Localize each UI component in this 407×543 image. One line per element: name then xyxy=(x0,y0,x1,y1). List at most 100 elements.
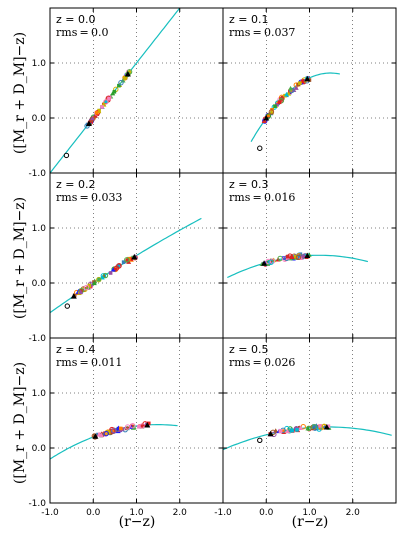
data-point xyxy=(124,257,130,263)
data-point xyxy=(91,280,97,286)
data-point xyxy=(94,110,99,115)
x-tick-label: 1.0 xyxy=(129,508,144,518)
data-point xyxy=(293,85,299,90)
data-point xyxy=(137,424,141,429)
data-point xyxy=(289,89,293,93)
panel-z-label: z = 0.0 xyxy=(56,13,95,26)
panel-z-label: z = 0.4 xyxy=(56,343,95,356)
data-point xyxy=(103,430,109,437)
data-point xyxy=(281,95,285,100)
data-point xyxy=(268,259,274,265)
panel-rms-label: rms = 0.026 xyxy=(229,356,295,369)
end-marker xyxy=(144,421,151,428)
x-tick-label: 2.0 xyxy=(346,508,361,518)
data-point xyxy=(306,425,312,432)
panel-rms-label: rms = 0.0 xyxy=(56,26,108,39)
x-tick-label: 2.0 xyxy=(173,508,188,518)
data-point xyxy=(111,428,116,432)
data-point xyxy=(268,109,275,115)
data-point xyxy=(111,427,117,434)
data-point xyxy=(326,424,331,429)
data-point xyxy=(311,424,317,430)
end-marker xyxy=(261,260,268,266)
data-point xyxy=(284,91,290,97)
data-point xyxy=(277,100,282,105)
panel-rms-label: rms = 0.011 xyxy=(56,356,122,369)
x-tick-label: -1.0 xyxy=(214,508,232,518)
data-point xyxy=(288,253,294,259)
outlier-point xyxy=(63,152,70,159)
data-point xyxy=(312,424,316,428)
data-point xyxy=(282,256,286,260)
data-point xyxy=(92,113,98,118)
data-point xyxy=(123,75,128,80)
x-tick-label: 0.0 xyxy=(86,508,101,518)
x-axis-label-right: (r−z) xyxy=(292,514,329,530)
data-point xyxy=(108,431,113,435)
end-marker xyxy=(70,293,77,299)
data-point xyxy=(297,254,302,259)
data-point xyxy=(102,272,109,279)
data-point xyxy=(98,432,104,438)
panel-rms-label: rms = 0.016 xyxy=(229,191,295,204)
end-marker xyxy=(124,71,131,77)
data-point xyxy=(113,265,120,271)
data-point xyxy=(120,77,126,83)
data-point xyxy=(284,428,290,434)
data-point xyxy=(112,89,117,94)
data-point xyxy=(118,80,124,86)
data-point xyxy=(264,261,268,266)
data-point xyxy=(120,427,125,431)
end-marker xyxy=(92,433,99,439)
y-axis-label-row-2: ([M_r + D_M]−z) xyxy=(12,197,28,319)
data-point xyxy=(125,426,129,431)
data-point xyxy=(90,115,96,121)
y-tick-label: 0.0 xyxy=(32,114,47,124)
data-point xyxy=(298,81,302,85)
end-marker xyxy=(304,252,311,259)
y-tick-label: 0.0 xyxy=(32,444,47,454)
data-point xyxy=(87,283,92,288)
data-point xyxy=(121,260,126,264)
data-point xyxy=(96,276,102,283)
end-marker xyxy=(85,120,92,126)
data-point xyxy=(107,96,111,101)
outlier-point xyxy=(64,303,71,309)
data-point xyxy=(106,430,111,435)
end-marker xyxy=(263,115,270,121)
data-point xyxy=(298,425,304,430)
data-point xyxy=(273,428,279,433)
data-point xyxy=(100,105,104,109)
x-axis-label-left: (r−z) xyxy=(119,514,156,530)
data-point xyxy=(100,273,107,279)
data-point xyxy=(146,421,151,426)
data-point xyxy=(116,426,121,431)
x-tick-label: -1.0 xyxy=(41,508,59,518)
data-point xyxy=(275,103,279,107)
data-point xyxy=(97,277,101,282)
data-point xyxy=(110,267,116,272)
panel-rms-label: rms = 0.037 xyxy=(229,26,295,39)
outlier-point xyxy=(257,437,263,443)
data-point xyxy=(108,271,113,275)
y-tick-label: -1.0 xyxy=(28,169,46,179)
y-tick-label: -1.0 xyxy=(28,334,46,344)
data-point xyxy=(129,423,136,429)
x-tick-label: 1.0 xyxy=(302,508,317,518)
y-tick-label: 1.0 xyxy=(32,389,47,399)
data-point xyxy=(295,254,302,260)
data-point xyxy=(110,90,116,96)
data-point xyxy=(266,112,272,117)
y-axis-label-row-3: ([M_r + D_M]−z) xyxy=(12,362,28,484)
panel-z-label: z = 0.3 xyxy=(229,178,268,191)
y-tick-label: 0.0 xyxy=(32,279,47,289)
data-point xyxy=(295,428,299,432)
y-tick-label: 1.0 xyxy=(32,59,47,69)
end-marker xyxy=(131,253,138,260)
panel-rms-label: rms = 0.033 xyxy=(56,191,122,204)
